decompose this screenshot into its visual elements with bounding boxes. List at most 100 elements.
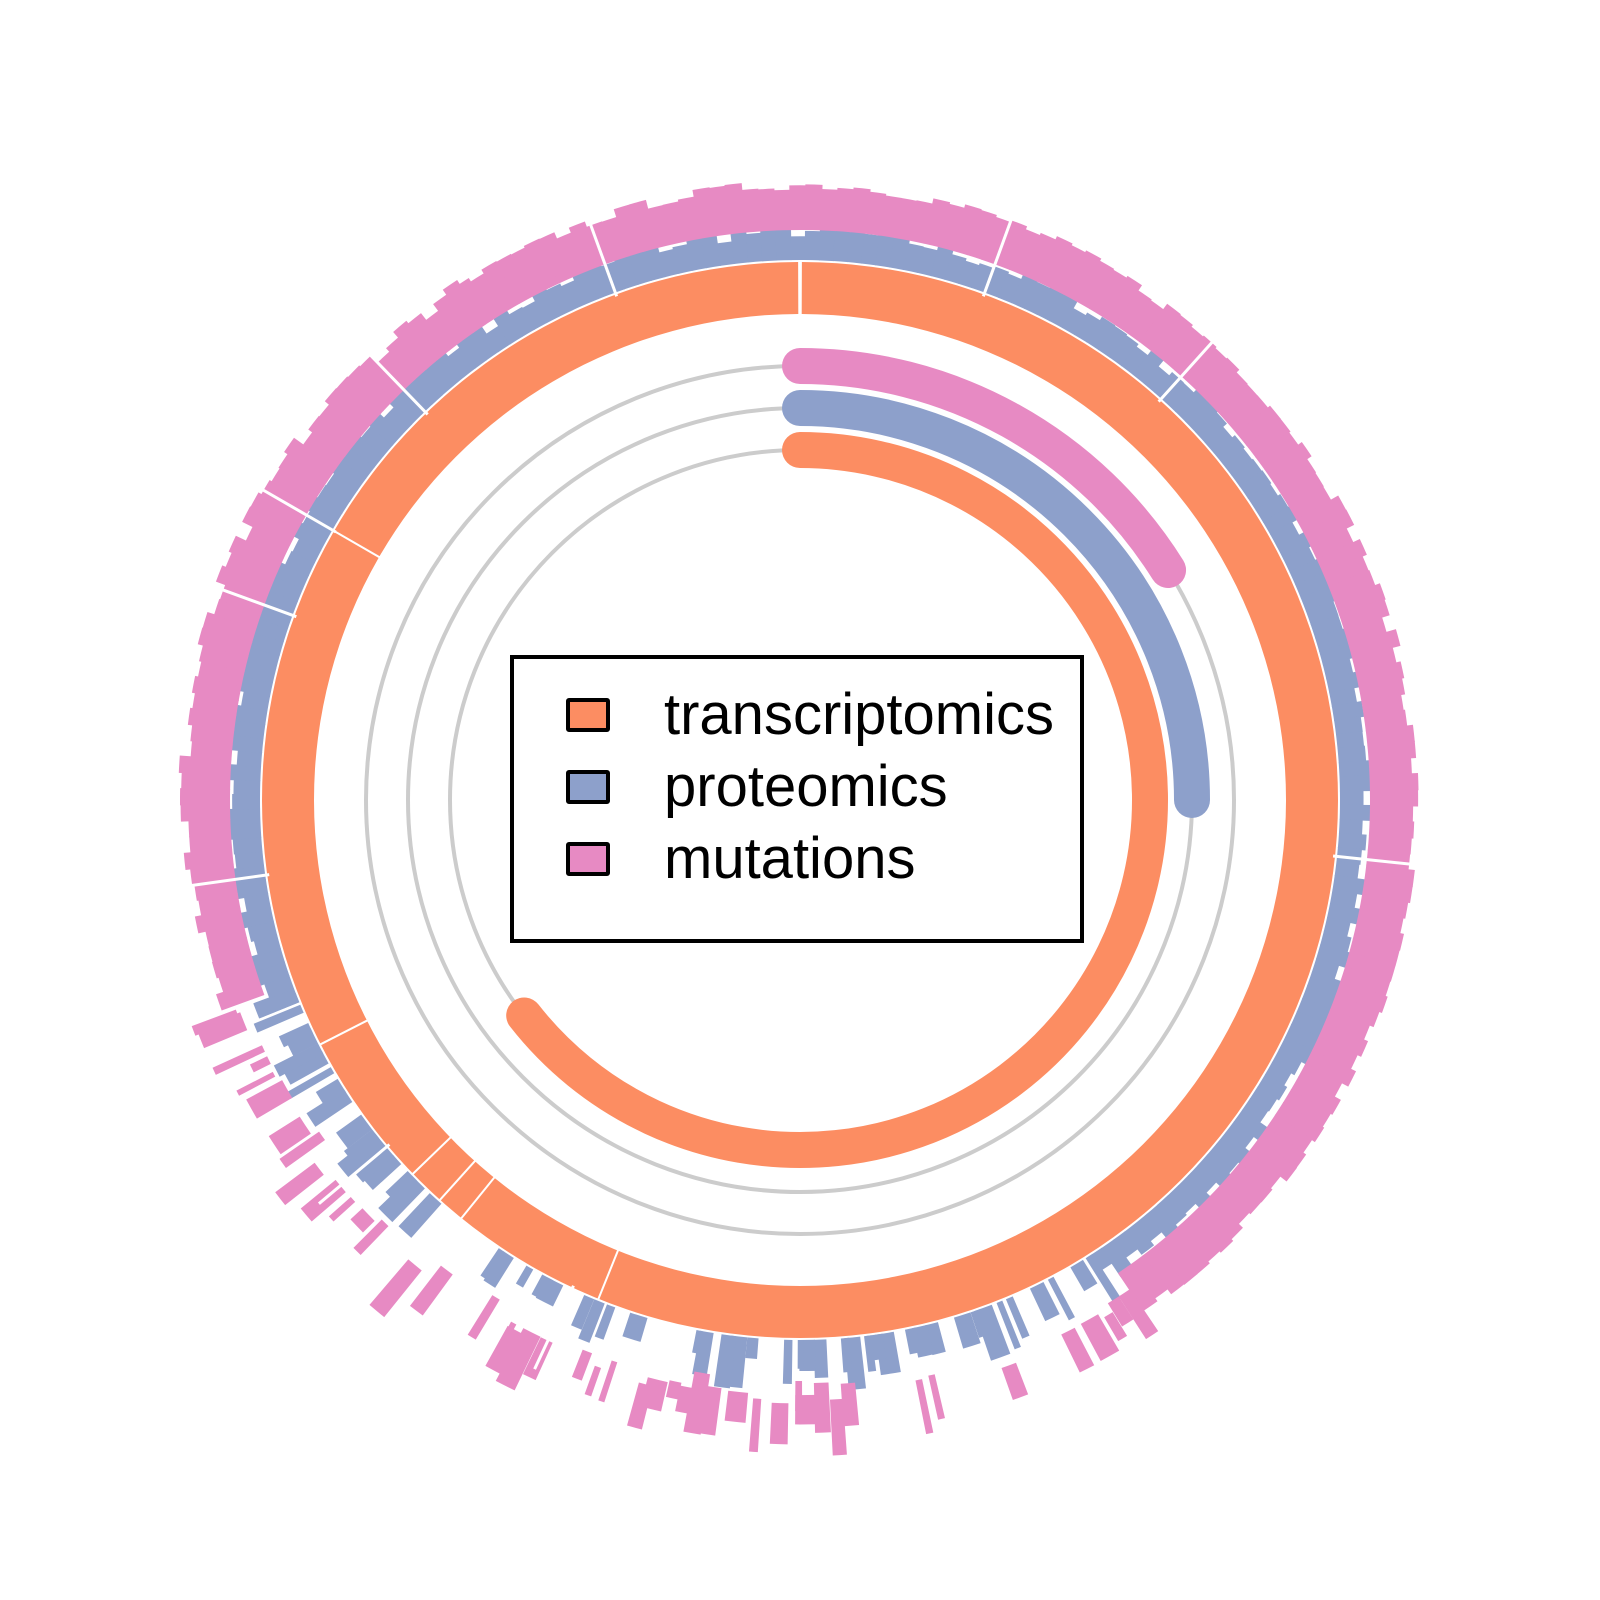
bar-proteomics xyxy=(521,300,548,331)
bar-mutations xyxy=(279,1131,326,1169)
bar-proteomics xyxy=(628,250,653,285)
bar-mutations xyxy=(1298,1063,1343,1098)
bar-mutations xyxy=(1130,1255,1169,1299)
bar-proteomics xyxy=(1224,1121,1255,1149)
bar-mutations xyxy=(218,965,260,993)
bar-mutations xyxy=(741,188,762,233)
bar-mutations xyxy=(236,1071,276,1096)
bar-mutations xyxy=(242,506,298,546)
ring-mutations xyxy=(177,183,1425,1456)
bar-mutations xyxy=(369,1259,422,1318)
bar-mutations xyxy=(952,204,982,256)
bar-mutations xyxy=(278,453,329,494)
bar-proteomics xyxy=(480,1248,505,1280)
bar-mutations xyxy=(1173,335,1217,381)
bar-proteomics xyxy=(306,1089,353,1127)
bar-mutations xyxy=(1366,849,1411,871)
bar-proteomics xyxy=(1074,312,1101,343)
bar-mutations xyxy=(284,437,337,482)
bar-proteomics xyxy=(1339,790,1364,806)
bar-proteomics xyxy=(233,779,261,796)
bar-proteomics xyxy=(1269,521,1300,548)
bar-mutations xyxy=(556,232,588,278)
bar-mutations xyxy=(629,199,659,253)
bar-proteomics xyxy=(832,229,851,263)
ring-separator-6 xyxy=(177,873,270,889)
bar-mutations xyxy=(675,1385,695,1414)
bar-mutations xyxy=(1329,994,1380,1028)
bar-mutations xyxy=(1001,1362,1029,1400)
bar-mutations xyxy=(1311,1036,1359,1070)
bar-mutations xyxy=(495,1328,541,1391)
bar-mutations xyxy=(538,232,574,284)
bar-mutations xyxy=(1246,418,1291,458)
bar-proteomics xyxy=(692,1329,703,1354)
bar-proteomics xyxy=(343,1129,380,1161)
bar-mutations xyxy=(1310,527,1354,561)
bar-mutations xyxy=(215,565,272,601)
bar-mutations xyxy=(1322,555,1369,588)
bar-proteomics xyxy=(222,763,262,782)
legend-label-mutations: mutations xyxy=(664,826,916,891)
ring-separator-9 xyxy=(362,347,429,416)
bar-mutations xyxy=(268,1116,311,1155)
legend-swatch-mutations xyxy=(566,842,610,876)
bar-mutations xyxy=(1104,1312,1128,1342)
bar-proteomics xyxy=(700,234,722,269)
ring-separator-0 xyxy=(583,209,619,297)
bar-proteomics xyxy=(1109,334,1139,367)
bar-mutations xyxy=(1303,509,1355,547)
bar-mutations xyxy=(324,388,374,434)
bar-proteomics xyxy=(864,1335,877,1372)
bar-mutations xyxy=(308,415,355,457)
bar-mutations xyxy=(1248,1139,1298,1182)
bar-mutations xyxy=(1216,383,1259,424)
bar-mutations xyxy=(1176,1216,1221,1263)
bar-proteomics xyxy=(1289,557,1327,586)
bar-mutations xyxy=(923,198,951,248)
bar-mutations xyxy=(469,272,508,320)
bar-proteomics xyxy=(1329,889,1358,909)
bar-mutations xyxy=(1343,616,1387,644)
bar-mutations xyxy=(194,907,244,934)
bar-mutations xyxy=(196,1012,248,1049)
bar-mutations xyxy=(571,1349,593,1381)
bar-proteomics xyxy=(1255,494,1289,523)
bar-proteomics xyxy=(1216,1132,1252,1165)
bar-mutations xyxy=(699,1386,722,1436)
bar-proteomics xyxy=(1290,1010,1329,1040)
bar-proteomics xyxy=(1086,316,1116,351)
ring-separator-4 xyxy=(533,1285,575,1370)
bar-mutations xyxy=(467,1295,500,1340)
bar-mutations xyxy=(1363,709,1408,732)
bar-proteomics xyxy=(515,1265,534,1288)
bar-mutations xyxy=(1165,1226,1210,1275)
bar-mutations xyxy=(724,1390,749,1423)
bar-proteomics xyxy=(1101,1239,1134,1278)
bar-proteomics xyxy=(337,1133,387,1179)
bar-proteomics xyxy=(1257,1074,1288,1101)
bar-proteomics xyxy=(317,484,351,514)
bar-proteomics xyxy=(1316,944,1350,968)
bar-mutations xyxy=(433,294,474,342)
bar-mutations xyxy=(1229,1162,1273,1203)
bar-proteomics xyxy=(672,243,694,274)
bar-proteomics xyxy=(1175,389,1209,423)
bar-proteomics xyxy=(1338,760,1373,778)
bar-mutations xyxy=(1282,1089,1332,1128)
bar-mutations xyxy=(769,1402,789,1445)
bar-mutations xyxy=(1080,1314,1120,1361)
bar-mutations xyxy=(183,848,234,871)
bar-proteomics xyxy=(1278,1036,1315,1066)
bar-proteomics xyxy=(240,690,271,711)
bar-mutations xyxy=(928,1374,945,1420)
bar-proteomics xyxy=(925,1322,946,1356)
bar-mutations xyxy=(1162,325,1204,371)
bar-mutations xyxy=(510,247,547,297)
bar-proteomics xyxy=(571,1295,595,1330)
bar-proteomics xyxy=(1337,745,1367,764)
bar-proteomics xyxy=(1241,1098,1269,1124)
bar-proteomics xyxy=(840,1337,853,1373)
bar-proteomics xyxy=(1271,1049,1302,1076)
bar-mutations xyxy=(359,354,405,401)
